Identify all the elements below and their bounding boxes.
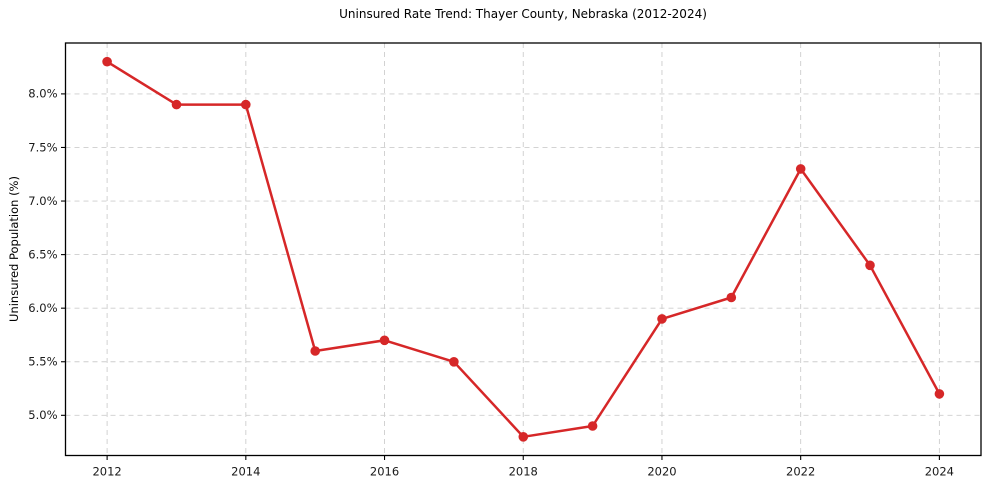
x-tick-label: 2012 <box>92 465 121 479</box>
data-point-2012 <box>102 56 112 67</box>
data-point-2018 <box>518 432 529 442</box>
data-point-2014 <box>241 99 251 110</box>
y-tick-label: 8.0% <box>28 87 57 101</box>
data-point-2016 <box>379 335 390 346</box>
x-tick-label: 2016 <box>370 465 399 479</box>
x-tick-label: 2022 <box>786 465 815 479</box>
y-tick-label: 6.0% <box>28 301 57 315</box>
x-tick-label: 2024 <box>925 465 954 479</box>
data-point-2024 <box>934 389 945 399</box>
y-tick-label: 5.5% <box>28 355 57 369</box>
chart-title: Uninsured Rate Trend: Thayer County, Neb… <box>339 7 707 21</box>
x-tick-label: 2018 <box>509 465 538 479</box>
data-point-2021 <box>726 292 737 303</box>
y-tick-label: 7.5% <box>28 140 57 154</box>
x-tick-label: 2020 <box>647 465 676 479</box>
data-point-2019 <box>587 421 598 431</box>
data-point-2015 <box>310 346 321 356</box>
data-point-2022 <box>795 164 806 174</box>
data-point-2020 <box>657 314 667 324</box>
y-tick-label: 7.0% <box>28 194 57 208</box>
y-tick-label: 6.5% <box>28 247 57 261</box>
data-point-2023 <box>865 260 875 271</box>
data-point-2017 <box>449 357 459 367</box>
data-point-2013 <box>171 99 182 110</box>
y-tick-label: 5.0% <box>28 408 57 422</box>
x-tick-label: 2014 <box>231 465 260 479</box>
